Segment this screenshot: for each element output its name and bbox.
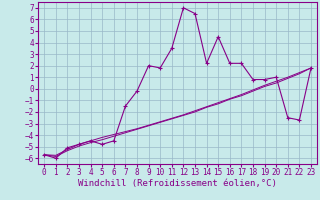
X-axis label: Windchill (Refroidissement éolien,°C): Windchill (Refroidissement éolien,°C): [78, 179, 277, 188]
